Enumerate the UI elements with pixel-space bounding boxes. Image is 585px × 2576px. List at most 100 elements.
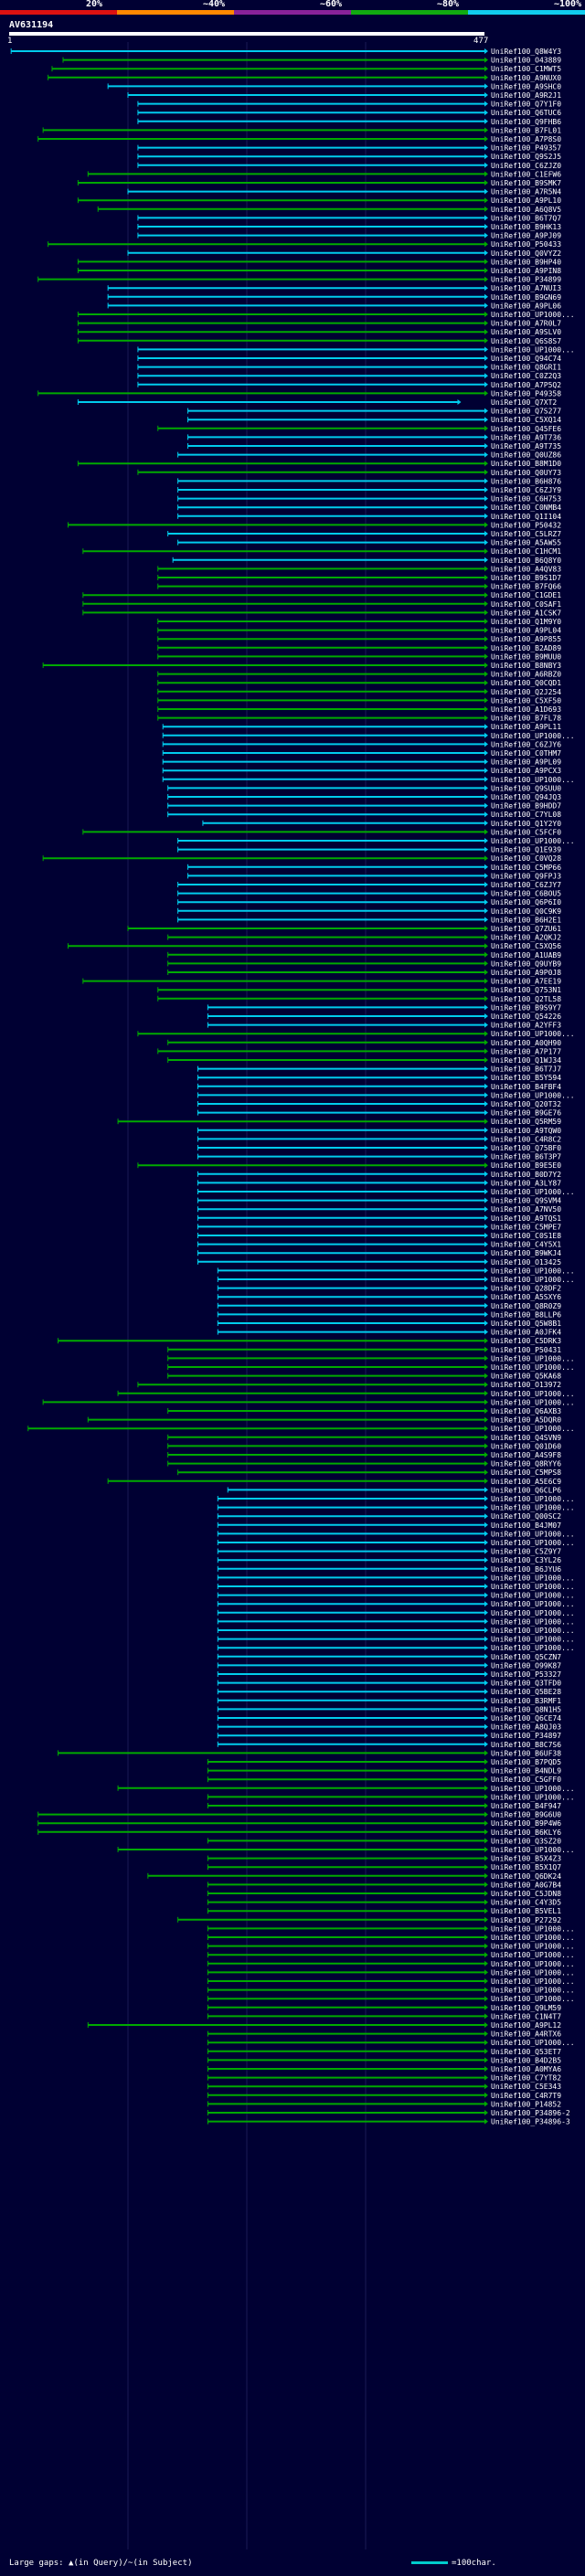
hit-label[interactable]: UniRef100_UP1000...	[491, 1977, 575, 1986]
hit-label[interactable]: UniRef100_UP1000...	[491, 1793, 575, 1801]
hit-label[interactable]: UniRef100_Q7Y1F0	[491, 101, 561, 109]
hit-label[interactable]: UniRef100_A9PCX3	[491, 767, 561, 775]
hit-label[interactable]: UniRef100_C1EFW6	[491, 170, 561, 178]
hit-label[interactable]: UniRef100_UP1000...	[491, 1363, 575, 1372]
hit-label[interactable]: UniRef100_C5GFF0	[491, 1776, 561, 1784]
hit-label[interactable]: UniRef100_UP1000...	[491, 732, 575, 740]
hit-label[interactable]: UniRef100_B9GN69	[491, 293, 561, 302]
hit-label[interactable]: UniRef100_Q9FPJ3	[491, 872, 561, 880]
hit-label[interactable]: UniRef100_Q6TUC6	[491, 109, 561, 117]
hit-label[interactable]: UniRef100_Q8GRI1	[491, 364, 561, 372]
hit-label[interactable]: UniRef100_C5MPE7	[491, 1223, 561, 1231]
hit-label[interactable]: UniRef100_O13425	[491, 1258, 561, 1267]
hit-label[interactable]: UniRef100_UP1000...	[491, 1617, 575, 1626]
hit-label[interactable]: UniRef100_A4QV83	[491, 565, 561, 573]
hit-label[interactable]: UniRef100_C3YL26	[491, 1556, 561, 1564]
hit-label[interactable]: UniRef100_UP1000...	[491, 1644, 575, 1652]
hit-label[interactable]: UniRef100_A9PL10	[491, 196, 561, 205]
hit-label[interactable]: UniRef100_C6ZJY7	[491, 881, 561, 889]
hit-label[interactable]: UniRef100_A4RTX6	[491, 2030, 561, 2039]
hit-label[interactable]: UniRef100_C5LRZ7	[491, 530, 561, 538]
hit-label[interactable]: UniRef100_Q5W8B1	[491, 1320, 561, 1328]
hit-label[interactable]: UniRef100_C6H753	[491, 495, 561, 504]
hit-label[interactable]: UniRef100_UP1000...	[491, 1943, 575, 1951]
hit-label[interactable]: UniRef100_UP1000...	[491, 1600, 575, 1608]
hit-label[interactable]: UniRef100_A1CSK7	[491, 609, 561, 617]
hit-label[interactable]: UniRef100_P50432	[491, 521, 561, 529]
hit-label[interactable]: UniRef100_C1MWT5	[491, 65, 561, 73]
hit-label[interactable]: UniRef100_B2AD89	[491, 644, 561, 652]
hit-label[interactable]: UniRef100_P34899	[491, 276, 561, 284]
hit-label[interactable]: UniRef100_Q7ZU61	[491, 925, 561, 933]
hit-label[interactable]: UniRef100_A9R2J1	[491, 91, 561, 100]
hit-label[interactable]: UniRef100_P53327	[491, 1670, 561, 1679]
hit-label[interactable]: UniRef100_UP1000...	[491, 1276, 575, 1284]
hit-label[interactable]: UniRef100_C0VQ28	[491, 854, 561, 863]
hit-label[interactable]: UniRef100_B4FBF4	[491, 1083, 561, 1091]
hit-label[interactable]: UniRef100_B7FL78	[491, 715, 561, 723]
hit-label[interactable]: UniRef100_C6ZJY6	[491, 740, 561, 748]
hit-label[interactable]: UniRef100_Q6CE74	[491, 1714, 561, 1723]
hit-label[interactable]: UniRef100_B9P4W6	[491, 1819, 561, 1828]
hit-label[interactable]: UniRef100_C5FCF0	[491, 828, 561, 836]
hit-label[interactable]: UniRef100_C5XQ56	[491, 942, 561, 950]
hit-label[interactable]: UniRef100_Q0VYZ2	[491, 249, 561, 258]
hit-label[interactable]: UniRef100_O43889	[491, 57, 561, 65]
hit-label[interactable]: UniRef100_UP1000...	[491, 1627, 575, 1635]
hit-label[interactable]: UniRef100_A9PIN8	[491, 267, 561, 275]
hit-label[interactable]: UniRef100_Q0UY73	[491, 469, 561, 477]
hit-label[interactable]: UniRef100_A0G7B4	[491, 1881, 561, 1889]
hit-label[interactable]: UniRef100_P34896-2	[491, 2109, 570, 2117]
hit-label[interactable]: UniRef100_A8QJ03	[491, 1723, 561, 1732]
hit-label[interactable]: UniRef100_C5MPS8	[491, 1468, 561, 1477]
hit-label[interactable]: UniRef100_UP1000...	[491, 1846, 575, 1854]
hit-label[interactable]: UniRef100_Q3TFD0	[491, 1680, 561, 1688]
hit-label[interactable]: UniRef100_Q54226	[491, 1012, 561, 1021]
hit-label[interactable]: UniRef100_A7EE19	[491, 978, 561, 986]
hit-label[interactable]: UniRef100_A7R0L7	[491, 320, 561, 328]
hit-label[interactable]: UniRef100_B4F947	[491, 1802, 561, 1810]
hit-label[interactable]: UniRef100_UP1000...	[491, 1609, 575, 1617]
hit-label[interactable]: UniRef100_B9WKJ4	[491, 1249, 561, 1257]
hit-label[interactable]: UniRef100_Q75BF0	[491, 1144, 561, 1152]
hit-label[interactable]: UniRef100_C5E343	[491, 2083, 561, 2091]
hit-label[interactable]: UniRef100_C7YT82	[491, 2074, 561, 2083]
hit-label[interactable]: UniRef100_B7PQD5	[491, 1758, 561, 1766]
hit-label[interactable]: UniRef100_C7YL08	[491, 811, 561, 819]
hit-label[interactable]: UniRef100_B5Y594	[491, 1074, 561, 1082]
hit-label[interactable]: UniRef100_B6T3P7	[491, 1153, 561, 1161]
hit-label[interactable]: UniRef100_Q6P6I0	[491, 898, 561, 906]
hit-label[interactable]: UniRef100_B6H876	[491, 477, 561, 485]
hit-label[interactable]: UniRef100_A0JFK4	[491, 1329, 561, 1337]
hit-label[interactable]: UniRef100_C6ZJZ0	[491, 162, 561, 170]
hit-label[interactable]: UniRef100_Q2J254	[491, 688, 561, 696]
hit-label[interactable]: UniRef100_B6T7Q7	[491, 214, 561, 222]
hit-label[interactable]: UniRef100_UP1000...	[491, 1583, 575, 1591]
hit-label[interactable]: UniRef100_UP1000...	[491, 1574, 575, 1582]
hit-label[interactable]: UniRef100_UP1000...	[491, 1539, 575, 1547]
hit-label[interactable]: UniRef100_A2QKJ2	[491, 934, 561, 942]
hit-label[interactable]: UniRef100_B7FQ66	[491, 583, 561, 591]
hit-label[interactable]: UniRef100_A9TQW0	[491, 1127, 561, 1135]
hit-label[interactable]: UniRef100_B9HDD7	[491, 802, 561, 811]
hit-label[interactable]: UniRef100_Q8RYY6	[491, 1460, 561, 1468]
hit-label[interactable]: UniRef100_P49357	[491, 144, 561, 153]
hit-label[interactable]: UniRef100_Q9SUU0	[491, 784, 561, 792]
hit-label[interactable]: UniRef100_UP1000...	[491, 1785, 575, 1793]
hit-label[interactable]: UniRef100_B4NDL9	[491, 1767, 561, 1776]
hit-label[interactable]: UniRef100_A9T736	[491, 433, 561, 441]
hit-label[interactable]: UniRef100_P14852	[491, 2100, 561, 2108]
hit-label[interactable]: UniRef100_Q6CLP6	[491, 1486, 561, 1494]
hit-label[interactable]: UniRef100_B8LLP6	[491, 1310, 561, 1319]
hit-label[interactable]: UniRef100_A9T735	[491, 442, 561, 451]
hit-label[interactable]: UniRef100_A7P177	[491, 1047, 561, 1055]
hit-label[interactable]: UniRef100_A6RBZ0	[491, 671, 561, 679]
hit-label[interactable]: UniRef100_A7R5N4	[491, 188, 561, 196]
hit-label[interactable]: UniRef100_B6H2E1	[491, 916, 561, 924]
hit-label[interactable]: UniRef100_B9E5E0	[491, 1161, 561, 1170]
hit-label[interactable]: UniRef100_B6JYU6	[491, 1565, 561, 1574]
hit-label[interactable]: UniRef100_Q0UZ86	[491, 451, 561, 460]
hit-label[interactable]: UniRef100_P34896-3	[491, 2118, 570, 2126]
hit-label[interactable]: UniRef100_A9P0J8	[491, 969, 561, 977]
hit-label[interactable]: UniRef100_C0Z2Q3	[491, 372, 561, 380]
